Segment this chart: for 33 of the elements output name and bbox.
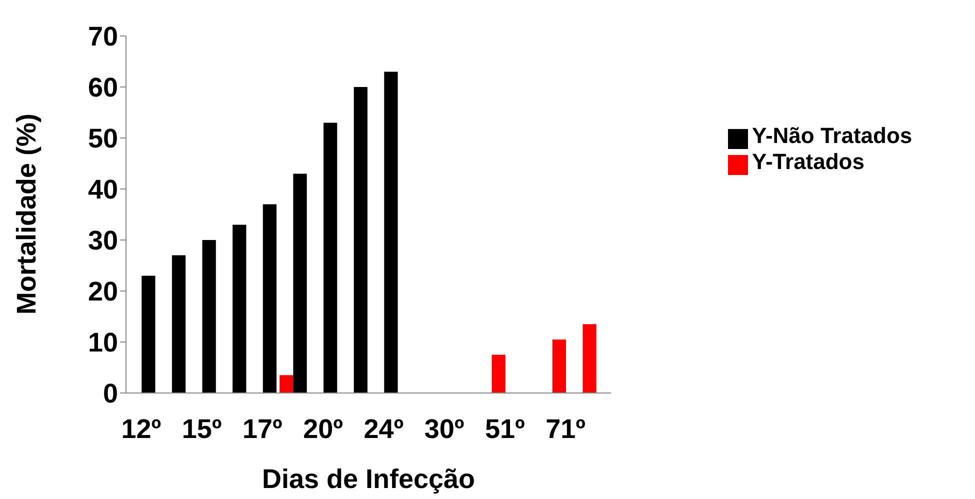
bar — [280, 375, 294, 393]
x-tick-label: 17º — [242, 414, 282, 444]
bar — [172, 255, 186, 393]
bar — [232, 224, 246, 393]
y-tick-label: 40 — [88, 174, 118, 205]
y-tick-label: 70 — [88, 22, 118, 52]
x-axis-title: Dias de Infecção — [262, 464, 476, 494]
bar — [582, 324, 596, 393]
bar — [552, 339, 566, 393]
y-tick-label: 10 — [88, 328, 118, 358]
bar — [492, 354, 506, 393]
bar — [384, 72, 398, 393]
x-tick-label: 12º — [121, 414, 162, 444]
x-tick-label: 51º — [484, 414, 525, 444]
x-tick-label: 71º — [546, 414, 586, 444]
y-axis-title: Mortalidade (%) — [12, 113, 42, 314]
x-tick-label: 15º — [182, 414, 222, 444]
y-tick-label: 50 — [88, 124, 118, 154]
legend-label: Y-Tratados — [752, 149, 864, 174]
bar — [142, 276, 156, 393]
bar — [202, 240, 216, 393]
bar — [324, 122, 338, 393]
y-tick-label: 30 — [88, 226, 118, 256]
y-tick-label: 0 — [102, 378, 118, 409]
legend-label: Y-Não Tratados — [752, 123, 912, 148]
bar — [262, 204, 277, 393]
x-tick-label: 24º — [364, 414, 404, 444]
x-tick-label: 30º — [424, 414, 464, 444]
bar — [354, 87, 368, 393]
y-tick-label: 60 — [88, 72, 118, 103]
y-tick-label: 20 — [88, 276, 118, 307]
x-tick-label: 20º — [303, 414, 344, 444]
bar — [293, 174, 307, 393]
